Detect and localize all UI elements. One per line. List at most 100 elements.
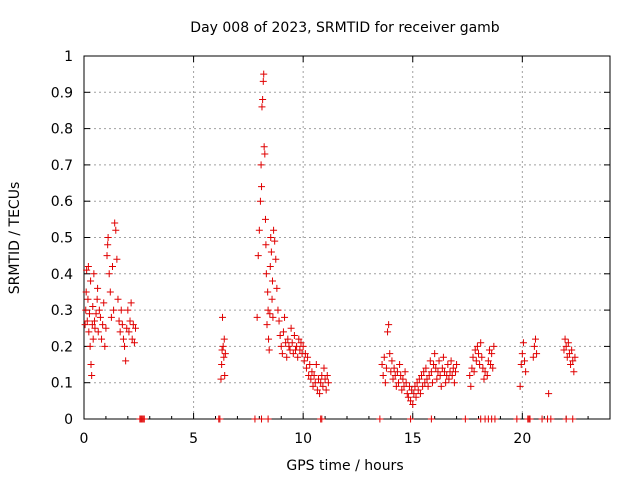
data-point <box>266 263 274 271</box>
data-point <box>518 350 526 358</box>
data-point <box>107 313 115 321</box>
data-point <box>132 324 140 332</box>
data-point <box>307 375 315 383</box>
data-point <box>89 302 97 310</box>
data-point <box>293 342 301 350</box>
data-point <box>435 357 443 365</box>
data-point <box>102 324 110 332</box>
data-point <box>219 342 227 350</box>
chart-title: Day 008 of 2023, SRMTID for receiver gam… <box>190 20 500 36</box>
x-tick-label: 0 <box>80 431 89 447</box>
data-point <box>119 335 127 343</box>
data-point <box>301 350 309 358</box>
data-point <box>257 161 265 169</box>
data-point <box>218 346 226 354</box>
data-point <box>390 364 398 372</box>
data-point <box>124 306 132 314</box>
data-point <box>565 350 573 358</box>
data-point <box>475 350 482 358</box>
data-point <box>300 357 308 365</box>
data-point <box>563 353 571 361</box>
data-point <box>434 368 442 376</box>
data-point <box>265 346 273 354</box>
data-point <box>251 415 259 423</box>
data-point <box>432 364 440 372</box>
y-tick-label: 0.3 <box>51 303 73 319</box>
data-point <box>111 219 119 227</box>
data-point <box>254 252 262 260</box>
data-point <box>106 288 114 296</box>
data-point <box>485 346 493 354</box>
data-point <box>128 335 136 343</box>
data-point <box>481 368 489 376</box>
data-point <box>407 415 415 423</box>
y-tick-label: 0.2 <box>51 339 73 355</box>
data-point <box>386 350 394 358</box>
data-point <box>398 386 406 394</box>
data-point <box>491 415 499 423</box>
data-point <box>433 375 441 383</box>
data-point <box>85 328 93 336</box>
data-point <box>218 361 226 369</box>
data-point <box>308 368 316 376</box>
data-point <box>260 143 268 151</box>
data-point <box>413 379 421 387</box>
data-point <box>437 382 445 390</box>
data-point <box>302 364 310 372</box>
data-point <box>402 379 410 387</box>
data-point <box>123 324 131 332</box>
data-point <box>121 342 129 350</box>
data-point <box>408 386 416 394</box>
data-point <box>283 353 291 361</box>
data-point <box>216 415 224 423</box>
data-point <box>389 375 397 383</box>
data-point <box>264 306 272 314</box>
data-point <box>384 328 392 336</box>
data-point <box>416 390 424 398</box>
data-points <box>81 70 579 423</box>
data-point <box>258 103 266 111</box>
plot-frame <box>83 55 611 420</box>
data-point <box>467 382 475 390</box>
data-point <box>522 368 530 376</box>
data-point <box>547 415 555 423</box>
data-point <box>275 317 283 325</box>
data-point <box>83 317 91 325</box>
data-point <box>221 350 229 358</box>
data-point <box>385 321 393 329</box>
data-point <box>104 234 112 241</box>
data-point <box>530 342 538 350</box>
x-tick-label: 20 <box>513 431 531 447</box>
data-point <box>379 371 387 379</box>
data-point <box>323 371 331 379</box>
data-point <box>521 357 529 365</box>
data-point <box>312 361 320 369</box>
data-point <box>480 375 488 383</box>
data-point <box>221 371 229 379</box>
data-point <box>104 241 112 249</box>
data-point <box>430 361 438 369</box>
data-point <box>411 382 419 390</box>
data-point <box>388 357 396 365</box>
x-tick-label: 10 <box>294 431 312 447</box>
data-point <box>427 368 435 376</box>
data-point <box>276 332 284 340</box>
data-point <box>99 321 107 329</box>
y-axis-label: SRMTID / TECUs <box>7 182 23 295</box>
data-point <box>297 339 305 347</box>
data-point <box>90 270 98 278</box>
y-tick-label: 0.8 <box>51 122 73 138</box>
data-point <box>84 263 92 271</box>
grid-lines <box>84 56 610 419</box>
data-point <box>264 288 272 296</box>
data-point <box>296 346 304 354</box>
data-point <box>431 350 439 358</box>
data-point <box>281 313 289 321</box>
data-point <box>299 342 307 350</box>
y-tick-label: 0.7 <box>51 158 73 174</box>
data-point <box>318 415 326 423</box>
data-point <box>278 350 286 358</box>
data-point <box>100 299 108 307</box>
data-point <box>470 368 478 376</box>
